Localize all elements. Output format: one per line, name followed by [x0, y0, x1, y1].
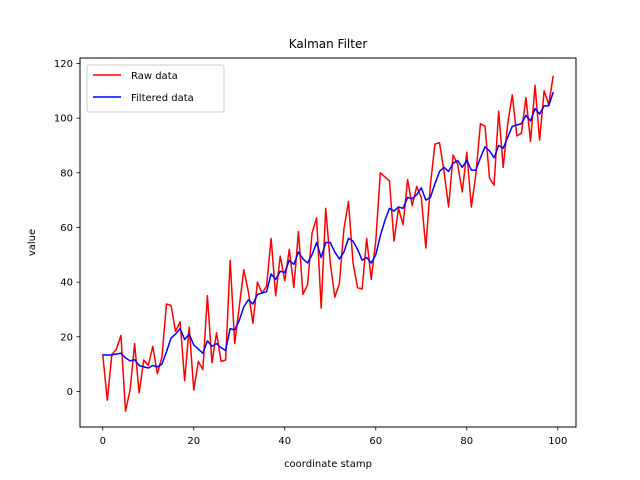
legend: Raw data Filtered data	[86, 64, 225, 113]
chart-title: Kalman Filter	[289, 37, 368, 51]
y-tick-label: 120	[54, 59, 73, 70]
legend-label-raw-data: Raw data	[131, 71, 178, 82]
x-axis-label: coordinate stamp	[284, 459, 372, 470]
y-tick-label: 20	[60, 332, 73, 343]
y-tick-label: 80	[60, 168, 73, 179]
x-tick-label: 20	[187, 436, 200, 447]
y-axis-ticks: 0 20 40 60 80 100 120	[54, 59, 80, 398]
series-line-filtered-data	[102, 91, 554, 369]
x-tick-label: 0	[100, 436, 106, 447]
plot-area-frame	[79, 57, 577, 428]
legend-label-filtered-data: Filtered data	[131, 93, 194, 104]
legend-box	[86, 64, 225, 113]
series-line-raw-data	[102, 75, 554, 412]
x-tick-label: 60	[369, 436, 382, 447]
series-layer	[102, 75, 554, 412]
x-tick-label: 80	[460, 436, 473, 447]
y-tick-label: 100	[54, 114, 73, 125]
x-tick-label: 100	[548, 436, 567, 447]
y-tick-label: 60	[60, 223, 73, 234]
y-axis-label: value	[27, 229, 38, 256]
x-axis-ticks: 0 20 40 60 80 100	[100, 427, 567, 447]
y-tick-label: 0	[67, 387, 73, 398]
y-tick-label: 40	[60, 278, 73, 289]
x-tick-label: 40	[278, 436, 291, 447]
